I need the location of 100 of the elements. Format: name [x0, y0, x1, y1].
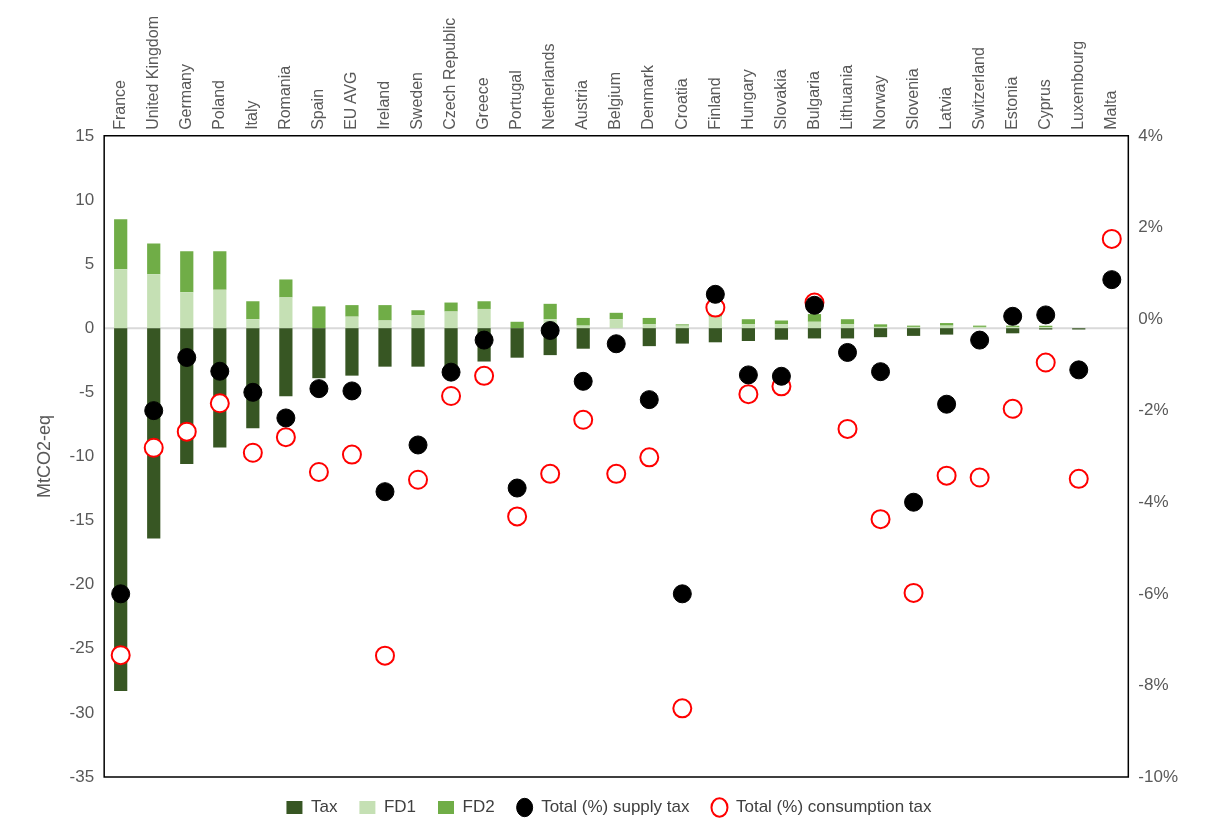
x-tick-label: France	[110, 79, 128, 130]
bar	[147, 243, 161, 275]
point	[871, 362, 891, 382]
y-tick-label: 5	[84, 253, 95, 273]
bar	[312, 328, 326, 379]
y2-tick-label: -8%	[1138, 675, 1169, 695]
y-axis-title: MtCO2-eq	[33, 414, 54, 498]
point	[474, 330, 494, 350]
y-tick-label: -10	[69, 446, 95, 466]
bar	[510, 321, 524, 329]
bar	[940, 328, 954, 335]
point	[1102, 270, 1122, 290]
y2-tick-label: -2%	[1138, 400, 1169, 420]
point	[606, 334, 626, 354]
bar	[774, 328, 789, 340]
bar	[807, 321, 822, 329]
point	[1003, 306, 1023, 326]
bar	[411, 315, 425, 329]
point	[176, 421, 197, 442]
bar	[345, 328, 359, 376]
bar	[543, 303, 557, 320]
x-tick-label: Malta	[1102, 90, 1119, 130]
point	[904, 492, 924, 512]
bar	[477, 308, 491, 329]
y-tick-label: -25	[69, 638, 95, 658]
bar	[609, 319, 623, 329]
point	[705, 284, 725, 304]
y-tick-label: -30	[69, 702, 95, 722]
bar	[774, 324, 789, 329]
x-tick-label: Portugal	[507, 70, 525, 130]
y-tick-label: -15	[69, 510, 95, 530]
bar	[378, 305, 392, 321]
point	[110, 645, 131, 666]
x-tick-label: Hungary	[738, 69, 756, 130]
point	[1036, 305, 1056, 325]
x-tick-label: Spain	[309, 88, 327, 130]
bar	[114, 219, 128, 270]
bar	[642, 328, 656, 347]
x-tick-label: United Kingdom	[143, 16, 161, 130]
y-tick-label: -35	[69, 766, 95, 786]
bar	[114, 269, 128, 329]
bar	[213, 289, 227, 329]
point	[540, 320, 560, 340]
point	[375, 482, 395, 502]
bar	[345, 305, 359, 317]
y-tick-label: -20	[69, 574, 95, 594]
x-tick-label: Czech Republic	[441, 17, 459, 130]
point	[408, 435, 428, 455]
x-tick-label: Finland	[705, 77, 723, 130]
bar	[741, 328, 755, 342]
bar	[477, 301, 491, 309]
bar	[213, 251, 227, 290]
bar	[279, 328, 293, 397]
x-tick-label: Luxembourg	[1068, 40, 1086, 130]
bar	[312, 306, 326, 329]
bar	[609, 312, 623, 320]
bar	[180, 251, 194, 293]
point	[144, 401, 164, 421]
bar	[510, 328, 524, 358]
point	[639, 390, 659, 410]
bar	[576, 328, 590, 349]
bar	[1006, 328, 1020, 334]
bar	[642, 317, 656, 325]
x-tick-label: Greece	[474, 77, 492, 130]
point	[937, 394, 957, 414]
point	[672, 584, 692, 604]
bar	[708, 328, 722, 343]
bar	[246, 301, 260, 320]
point	[210, 361, 230, 381]
bar	[279, 297, 293, 329]
y2-tick-label: 2%	[1138, 217, 1163, 237]
bar	[840, 328, 855, 339]
bar	[675, 328, 689, 344]
x-tick-label: Romania	[276, 65, 294, 130]
x-tick-label: EU AVG	[342, 71, 360, 130]
legend-label: Total (%) supply tax	[541, 797, 690, 817]
y-tick-label: -5	[79, 381, 95, 401]
x-tick-label: Italy	[243, 100, 261, 130]
point	[177, 348, 197, 367]
bar	[840, 324, 855, 329]
x-tick-label: Switzerland	[969, 47, 987, 130]
bar	[642, 324, 656, 329]
bar	[345, 316, 359, 329]
x-tick-label: Bulgaria	[804, 71, 822, 130]
bar	[807, 314, 822, 322]
legend-label: Tax	[310, 797, 338, 817]
bar	[906, 328, 921, 336]
x-tick-label: Norway	[870, 75, 888, 130]
point	[209, 393, 230, 414]
bar	[378, 328, 392, 367]
bar	[741, 319, 755, 325]
bar	[774, 320, 789, 325]
y-tick-label: 10	[75, 189, 95, 209]
y-tick-label: 15	[75, 125, 95, 145]
point	[838, 342, 857, 362]
bar	[411, 310, 425, 316]
legend-label: FD2	[462, 797, 495, 817]
y2-tick-label: 0%	[1138, 308, 1163, 328]
x-tick-label: Lithuania	[837, 64, 855, 130]
bar	[444, 311, 458, 329]
